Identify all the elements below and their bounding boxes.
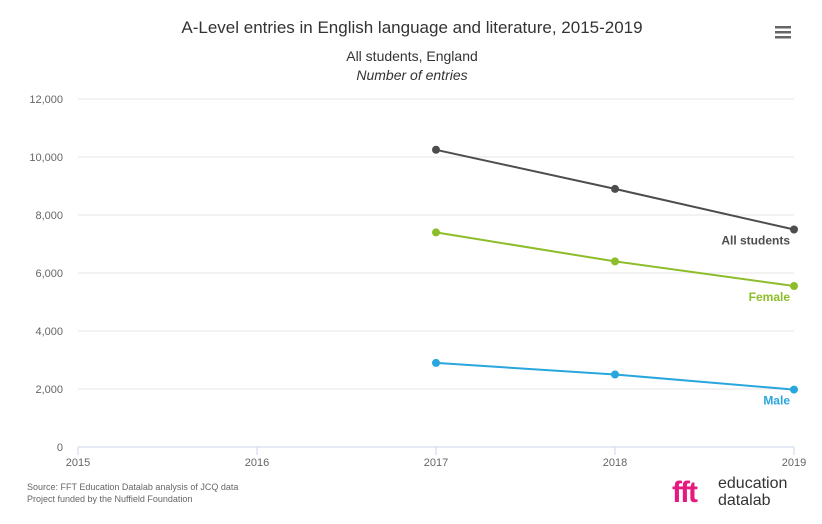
hamburger-menu-icon <box>775 26 791 39</box>
x-tick-label: 2016 <box>245 457 269 469</box>
chart-subtitle: All students, England <box>346 48 478 64</box>
funding-credit: Project funded by the Nuffield Foundatio… <box>27 494 192 504</box>
chart-y-caption: Number of entries <box>356 67 467 83</box>
y-tick-label: 8,000 <box>35 210 63 222</box>
data-point[interactable] <box>432 358 440 367</box>
data-point[interactable] <box>432 228 440 237</box>
data-point[interactable] <box>790 225 798 234</box>
y-tick-label: 4,000 <box>35 326 63 338</box>
series-label: Male <box>763 394 790 408</box>
y-tick-label: 6,000 <box>35 268 63 280</box>
x-axis: 2015 2016 2017 2018 2019 <box>66 446 806 469</box>
chart-menu-button[interactable] <box>768 18 798 44</box>
series-label: All students <box>721 234 790 248</box>
data-point[interactable] <box>790 282 798 291</box>
logo-letters: fft <box>672 476 698 509</box>
y-tick-label: 2,000 <box>35 384 63 396</box>
data-point[interactable] <box>611 257 619 266</box>
y-tick-label: 12,000 <box>29 94 63 106</box>
chart-title: A-Level entries in English language and … <box>181 18 642 37</box>
logo-line1: education <box>718 475 787 492</box>
data-point[interactable] <box>790 385 798 394</box>
y-axis: 0 2,000 4,000 6,000 8,000 10,000 12,000 <box>29 94 63 454</box>
data-point[interactable] <box>611 184 619 193</box>
gridlines <box>78 98 794 390</box>
data-point[interactable] <box>611 370 619 379</box>
x-tick-label: 2019 <box>782 457 806 469</box>
fft-datalab-logo: fft education datalab <box>672 475 787 509</box>
y-tick-label: 0 <box>57 442 63 454</box>
y-tick-label: 10,000 <box>29 152 63 164</box>
x-tick-label: 2018 <box>603 457 627 469</box>
logo-line2: datalab <box>718 492 771 509</box>
data-point[interactable] <box>432 145 440 154</box>
series-group: All students Female Male <box>432 145 798 408</box>
source-credit: Source: FFT Education Datalab analysis o… <box>27 482 238 492</box>
x-tick-label: 2017 <box>424 457 448 469</box>
series-label: Female <box>749 290 791 304</box>
x-tick-label: 2015 <box>66 457 90 469</box>
